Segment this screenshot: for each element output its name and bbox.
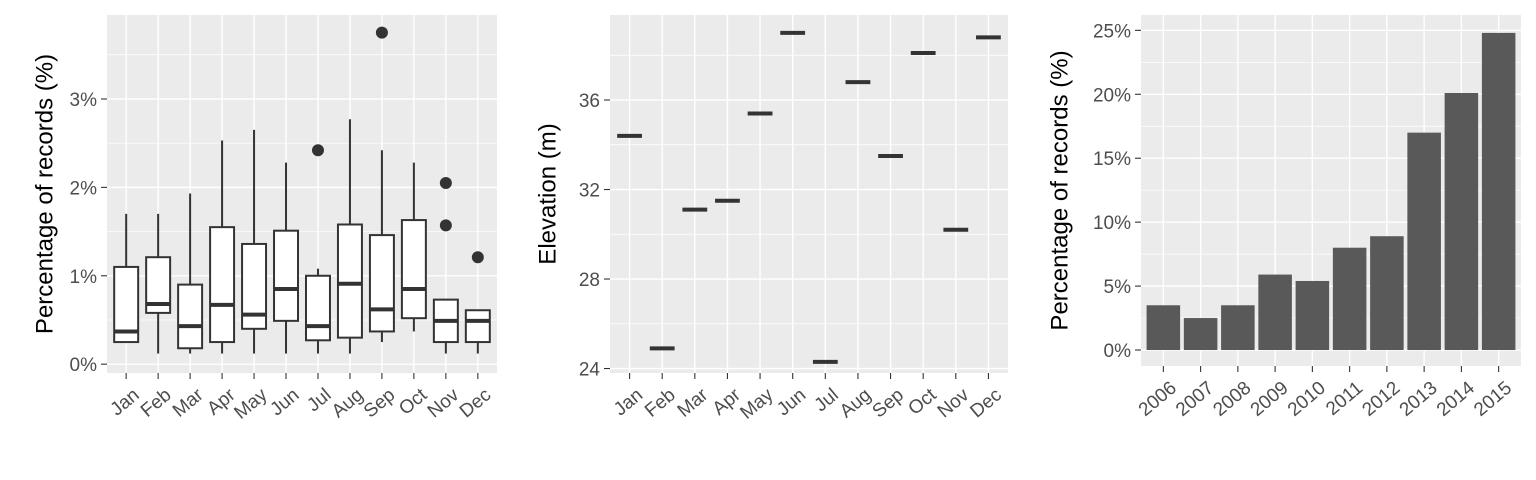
y-tick-label: 20% bbox=[1093, 85, 1131, 106]
plot-background bbox=[610, 15, 1008, 373]
box-body bbox=[241, 242, 268, 330]
bar bbox=[1295, 280, 1330, 351]
box-body bbox=[177, 283, 204, 350]
bar bbox=[1370, 236, 1404, 351]
bar bbox=[1258, 274, 1292, 351]
y-axis-title: Elevation (m) bbox=[535, 123, 562, 264]
box-body bbox=[145, 256, 172, 314]
box-outlier bbox=[439, 219, 452, 232]
y-tick-label: 1% bbox=[70, 267, 98, 288]
box-body bbox=[368, 234, 395, 333]
bar bbox=[1221, 305, 1255, 351]
y-tick-label: 36 bbox=[579, 91, 600, 112]
bar bbox=[1407, 132, 1441, 351]
y-tick-label: 25% bbox=[1093, 21, 1131, 42]
bar bbox=[1481, 32, 1516, 351]
box-outlier bbox=[439, 176, 452, 189]
box-outlier bbox=[471, 251, 484, 264]
y-axis-title: Percentage of records (%) bbox=[1047, 50, 1074, 330]
box-body bbox=[113, 265, 140, 344]
y-tick-label: 2% bbox=[70, 178, 98, 199]
box-outlier bbox=[375, 26, 388, 39]
bar bbox=[1444, 93, 1479, 351]
y-tick-label: 0% bbox=[70, 355, 98, 376]
bar bbox=[1183, 318, 1218, 351]
box-body bbox=[400, 219, 427, 320]
box-body bbox=[209, 226, 236, 344]
box-body bbox=[336, 223, 363, 339]
bar bbox=[1146, 305, 1181, 351]
box-body bbox=[273, 229, 300, 322]
y-tick-label: 0% bbox=[1104, 341, 1132, 362]
y-axis-title: Percentage of records (%) bbox=[32, 54, 59, 334]
y-tick-label: 28 bbox=[579, 270, 600, 291]
y-tick-label: 10% bbox=[1093, 213, 1131, 234]
y-tick-label: 15% bbox=[1093, 149, 1131, 170]
y-tick-label: 3% bbox=[70, 90, 98, 111]
bar bbox=[1332, 247, 1367, 351]
box-outlier bbox=[311, 144, 324, 157]
plot-background bbox=[107, 15, 497, 373]
y-tick-label: 32 bbox=[579, 181, 600, 202]
box-body bbox=[304, 274, 331, 342]
y-tick-label: 24 bbox=[579, 360, 601, 381]
y-tick-label: 5% bbox=[1104, 277, 1132, 298]
box-body bbox=[464, 309, 491, 344]
